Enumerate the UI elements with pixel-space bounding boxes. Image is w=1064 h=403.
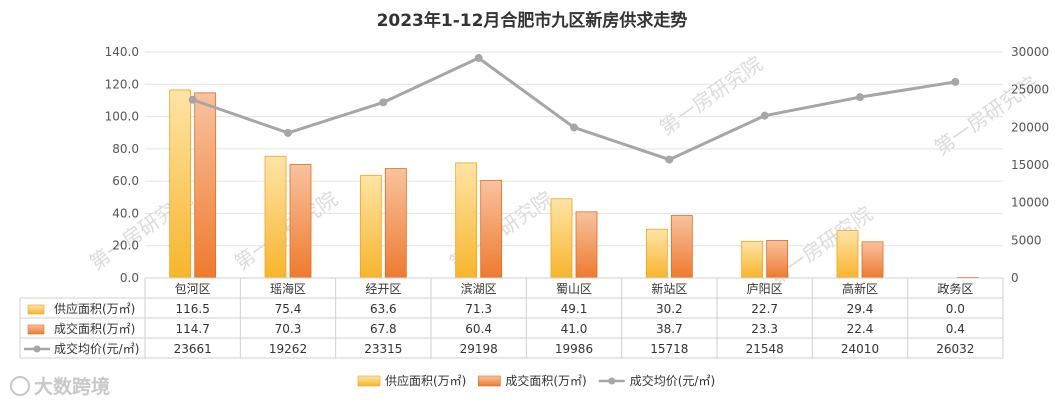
y-right-tick-label: 30000 [1011,45,1049,59]
price-point [284,128,292,137]
bar-deal [766,239,789,279]
table-cell: 23.3 [751,322,778,336]
table-cell: 21548 [746,342,784,356]
table-cell: 23315 [364,342,402,356]
bar-supply [264,155,287,279]
table-cell: 71.3 [465,302,492,316]
x-tick-label: 高新区 [842,281,878,296]
table-cell: 23661 [174,342,212,356]
table-cell: 24010 [841,342,879,356]
table-cell: 49.1 [561,302,588,316]
table-cell: 114.7 [175,322,209,336]
y-left-tick-label: 80.0 [112,142,139,156]
bar-supply [359,174,382,279]
y-left-tick-label: 40.0 [112,206,139,220]
table-cell: 116.5 [175,302,209,316]
y-right-tick-label: 10000 [1011,196,1049,210]
price-point [474,54,483,63]
y-left-tick-label: 20.0 [112,239,139,253]
bar-deal [384,168,407,279]
y-left-tick-label: 140.0 [105,45,139,59]
y-right-tick-label: 15000 [1011,158,1049,172]
y-right-tick-label: 25000 [1011,83,1049,97]
table-cell: 22.4 [847,322,874,336]
table-cell: 0.0 [946,302,965,316]
table-cell: 19986 [555,342,593,356]
table-row-label: 成交面积(万㎡) [54,321,135,336]
legend-label: 供应面积(万㎡) [385,373,466,388]
bar-deal [289,164,312,279]
x-tick-label: 政务区 [937,281,973,296]
price-point [570,123,578,132]
table-cell: 19262 [269,342,307,356]
bar-supply [455,162,478,279]
table-cell: 29198 [460,342,498,356]
y-right-tick-label: 0 [1011,271,1019,285]
price-point [760,111,769,120]
table-cell: 22.7 [751,302,778,316]
bar-deal [575,211,598,279]
price-point [951,77,960,86]
bar-supply [169,89,192,279]
legend-label: 成交面积(万㎡) [505,373,586,388]
table-cell: 15718 [650,342,688,356]
price-line [192,56,956,162]
bar-supply [645,228,668,279]
x-tick-label: 瑶海区 [270,281,306,296]
table-cell: 75.4 [275,302,302,316]
legend-key [478,375,501,387]
y-right-tick-label: 5000 [1011,233,1042,247]
legend-label: 成交均价(元/㎡) [630,373,715,388]
bar-supply [836,230,859,279]
price-point [856,93,864,102]
bar-deal [194,92,217,279]
bar-deal [480,180,503,279]
table-row-label: 成交均价(元/㎡) [54,341,139,356]
price-point [665,155,674,164]
x-tick-label: 新站区 [651,281,687,296]
price-point [379,98,388,107]
x-tick-label: 庐阳区 [747,281,783,296]
bar-supply [550,198,573,279]
chart-title: 2023年1-12月合肥市九区新房供求走势 [377,10,688,31]
x-tick-label: 经开区 [365,282,401,296]
y-right-tick-label: 20000 [1011,120,1049,134]
table-cell: 60.4 [465,322,492,336]
table-cell: 63.6 [370,302,397,316]
table-cell: 26032 [936,342,974,356]
table-cell: 30.2 [656,302,683,316]
bar-supply [741,240,764,279]
y-left-tick-label: 0.0 [120,271,139,285]
y-left-tick-label: 120.0 [105,77,139,91]
y-left-tick-label: 60.0 [112,174,139,188]
x-tick-label: 包河区 [175,282,211,296]
legend-key [357,375,381,387]
table-legend-key [33,345,41,353]
y-left-tick-label: 100.0 [105,110,139,124]
table-cell: 70.3 [275,322,302,336]
x-tick-label: 蜀山区 [556,282,592,296]
table-legend-key [27,324,45,335]
bar-deal [670,215,693,279]
table-cell: 29.4 [847,302,874,316]
legend-key [608,377,616,385]
table-cell: 38.7 [656,322,683,336]
table-cell: 0.4 [946,322,965,336]
x-tick-label: 滨湖区 [461,281,497,296]
logo: 大数跨境 [10,372,110,399]
table-cell: 67.8 [370,322,397,336]
bar-deal [861,241,884,279]
table-row-label: 供应面积(万㎡) [54,301,135,316]
table-legend-key [27,304,45,315]
price-point [188,95,197,104]
table-cell: 41.0 [561,322,588,336]
